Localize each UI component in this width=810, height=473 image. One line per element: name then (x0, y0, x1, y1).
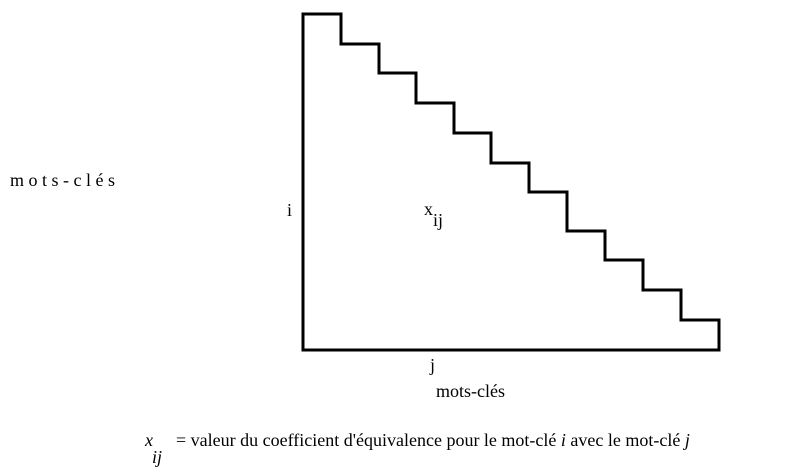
legend-text-middle: avec le mot-clé (570, 430, 680, 450)
legend-var-j: j (683, 430, 690, 450)
row-index: i (287, 200, 292, 220)
legend-symbol: x (144, 430, 153, 450)
legend-text-before: = valeur du coefficient d'équivalence po… (176, 430, 556, 450)
bottom-label: mots-clés (436, 381, 505, 401)
legend-var-i: i (561, 430, 566, 450)
cell-subscript: ij (433, 210, 443, 230)
cell-symbol: x (424, 199, 433, 219)
staircase-matrix (301, 12, 721, 352)
side-label: m o t s - c l é s (10, 170, 115, 190)
legend-text: = valeur du coefficient d'équivalence po… (176, 430, 690, 450)
legend-subscript: ij (152, 447, 162, 467)
column-index: j (429, 355, 435, 375)
